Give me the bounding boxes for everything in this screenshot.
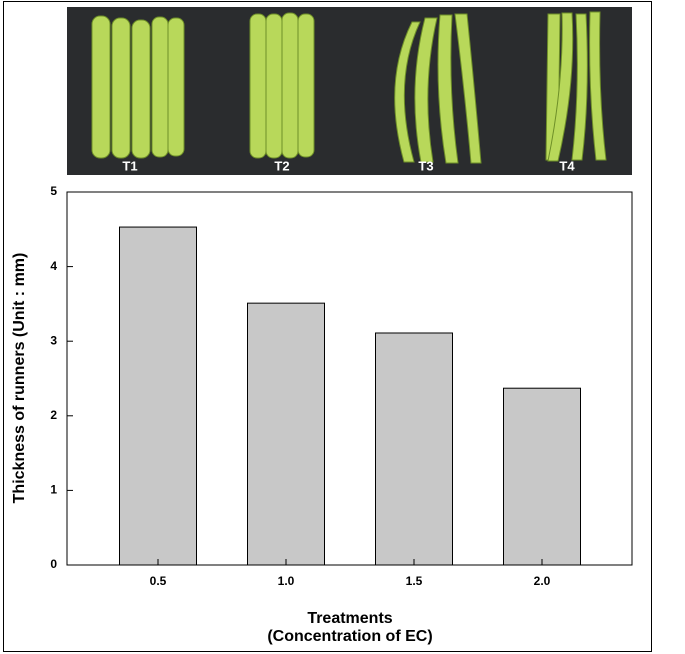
y-tick-label: 2 <box>50 408 57 422</box>
y-tick-label: 1 <box>50 483 57 497</box>
plot-frame <box>66 191 633 566</box>
bar <box>247 302 325 566</box>
photo-label: T2 <box>274 158 289 173</box>
y-tick-label: 5 <box>50 184 57 198</box>
y-tick-label: 4 <box>50 259 57 273</box>
x-axis-label: (Concentration of EC) <box>267 628 432 645</box>
photo-label: T4 <box>559 158 575 173</box>
x-tick-label: 2.0 <box>534 574 551 588</box>
bar <box>375 332 453 566</box>
bar <box>503 387 581 566</box>
y-tick-label: 0 <box>50 557 57 571</box>
x-tick-label: 1.0 <box>278 574 295 588</box>
x-tick-label: 1.5 <box>406 574 423 588</box>
runners <box>91 11 607 164</box>
y-tick-label: 3 <box>50 333 57 347</box>
photo: T1 T2 T3 T4 <box>67 7 632 175</box>
x-axis-label: Treatments <box>307 610 392 627</box>
y-axis-label: Thickness of runners (Unit : mm) <box>11 253 28 504</box>
bar <box>119 226 197 566</box>
photo-label: T1 <box>122 158 137 173</box>
x-tick-label: 0.5 <box>150 574 167 588</box>
photo-label: T3 <box>418 158 433 173</box>
